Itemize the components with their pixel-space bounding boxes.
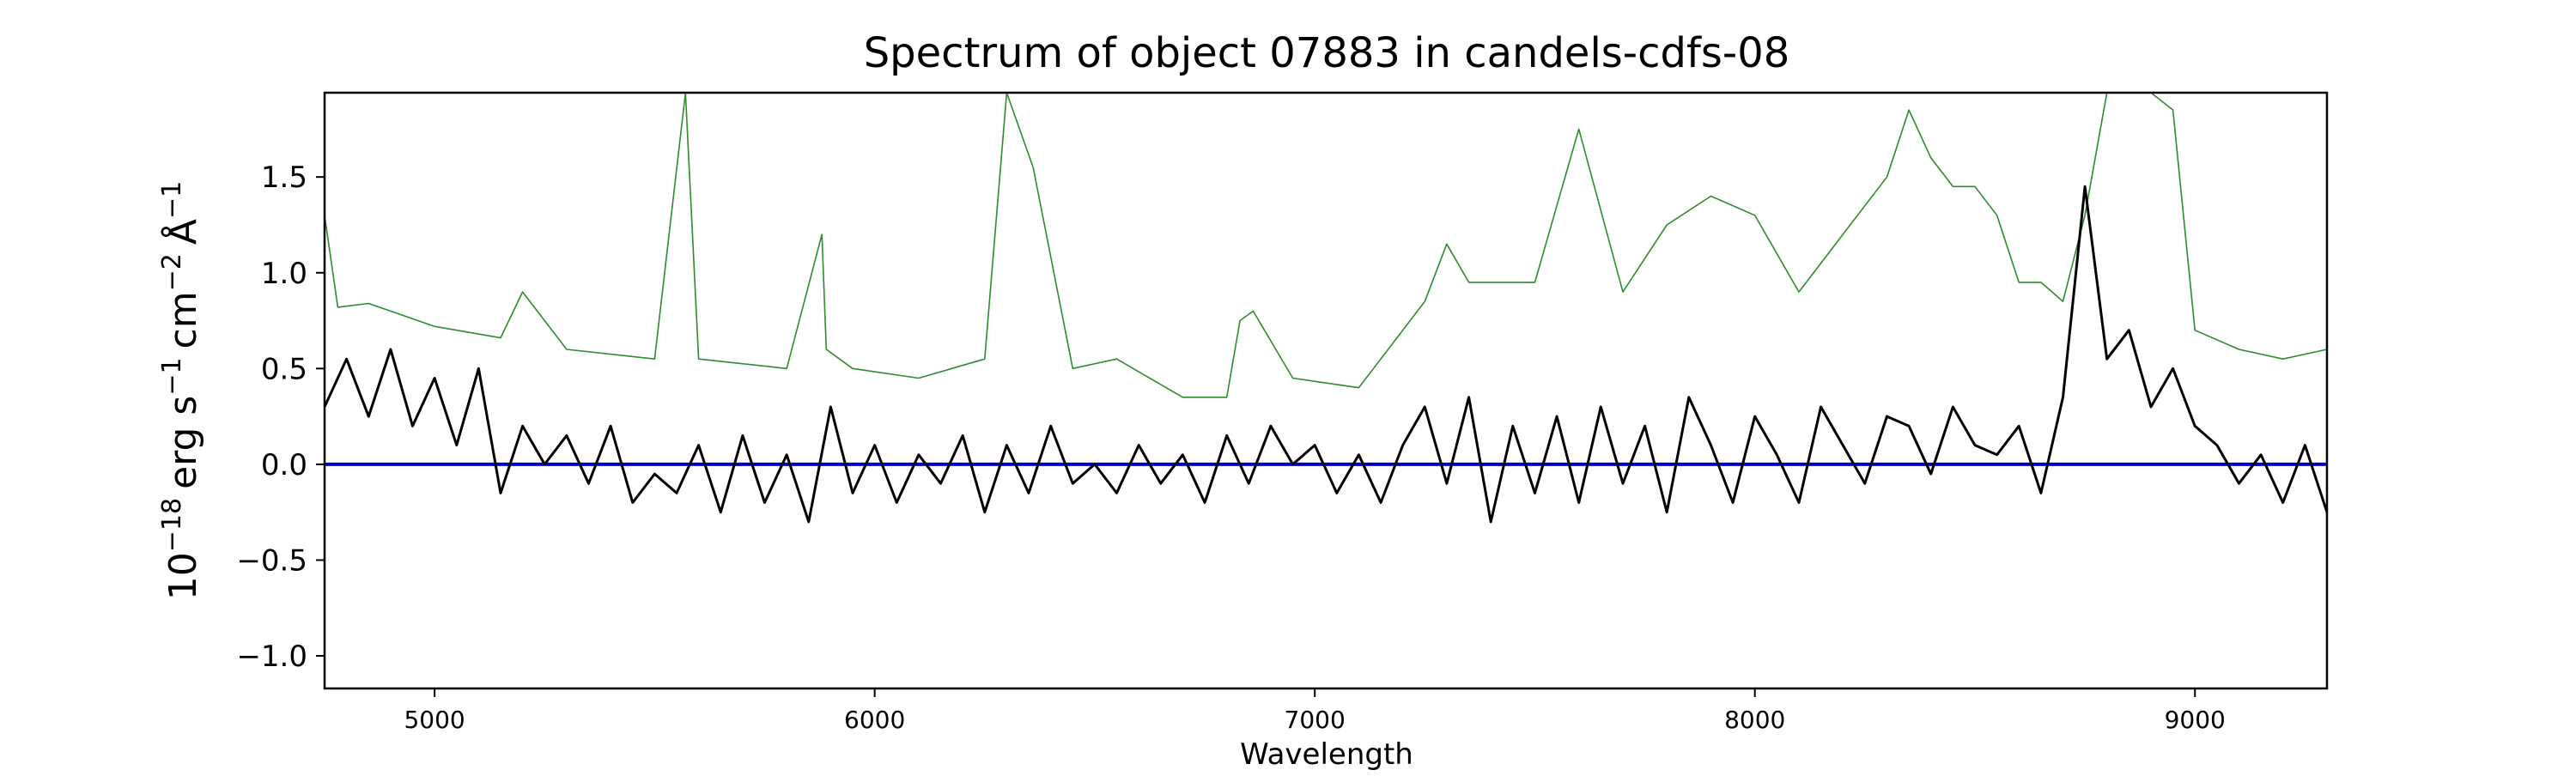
- y-axis-label: 10−18erg s−1cm−2Å−1: [157, 181, 205, 600]
- x-tick-label: 5000: [404, 706, 465, 734]
- y-tick-label: 0.0: [261, 448, 307, 482]
- x-tick-label: 7000: [1285, 706, 1346, 734]
- y-tick-label: 1.0: [261, 257, 307, 291]
- y-tick-label: −0.5: [236, 543, 307, 578]
- x-tick-label: 8000: [1724, 706, 1785, 734]
- y-label-unit-angstrom-exp: −1: [157, 181, 187, 219]
- y-label-exponent: −18: [157, 498, 187, 552]
- x-tick-label: 9000: [2165, 706, 2226, 734]
- y-tick-label: −1.0: [236, 640, 307, 674]
- x-axis-ticks: 5000 6000 7000 8000 9000: [404, 688, 2226, 734]
- series-line-sky: [324, 92, 2328, 398]
- x-tick-label: 6000: [844, 706, 905, 734]
- plot-frame: [323, 91, 2329, 690]
- plot-area: [323, 92, 2329, 524]
- series-line-flux: [323, 185, 2329, 524]
- x-axis-label: Wavelength: [1240, 737, 1413, 772]
- y-label-unit-cm: cm: [161, 291, 205, 349]
- y-label-unit-erg-s-exp: −1: [157, 357, 187, 395]
- y-axis-ticks: −1.0 −0.5 0.0 0.5 1.0 1.5: [236, 161, 325, 674]
- y-tick-label: 0.5: [261, 352, 307, 386]
- chart-title: Spectrum of object 07883 in candels-cdfs…: [864, 29, 1790, 77]
- y-tick-label: 1.5: [261, 161, 307, 195]
- y-label-unit-erg-s: erg s: [161, 396, 205, 489]
- y-label-base: 10: [161, 552, 205, 600]
- y-label-unit-cm-exp: −2: [157, 253, 187, 291]
- y-label-unit-angstrom: Å: [160, 219, 205, 245]
